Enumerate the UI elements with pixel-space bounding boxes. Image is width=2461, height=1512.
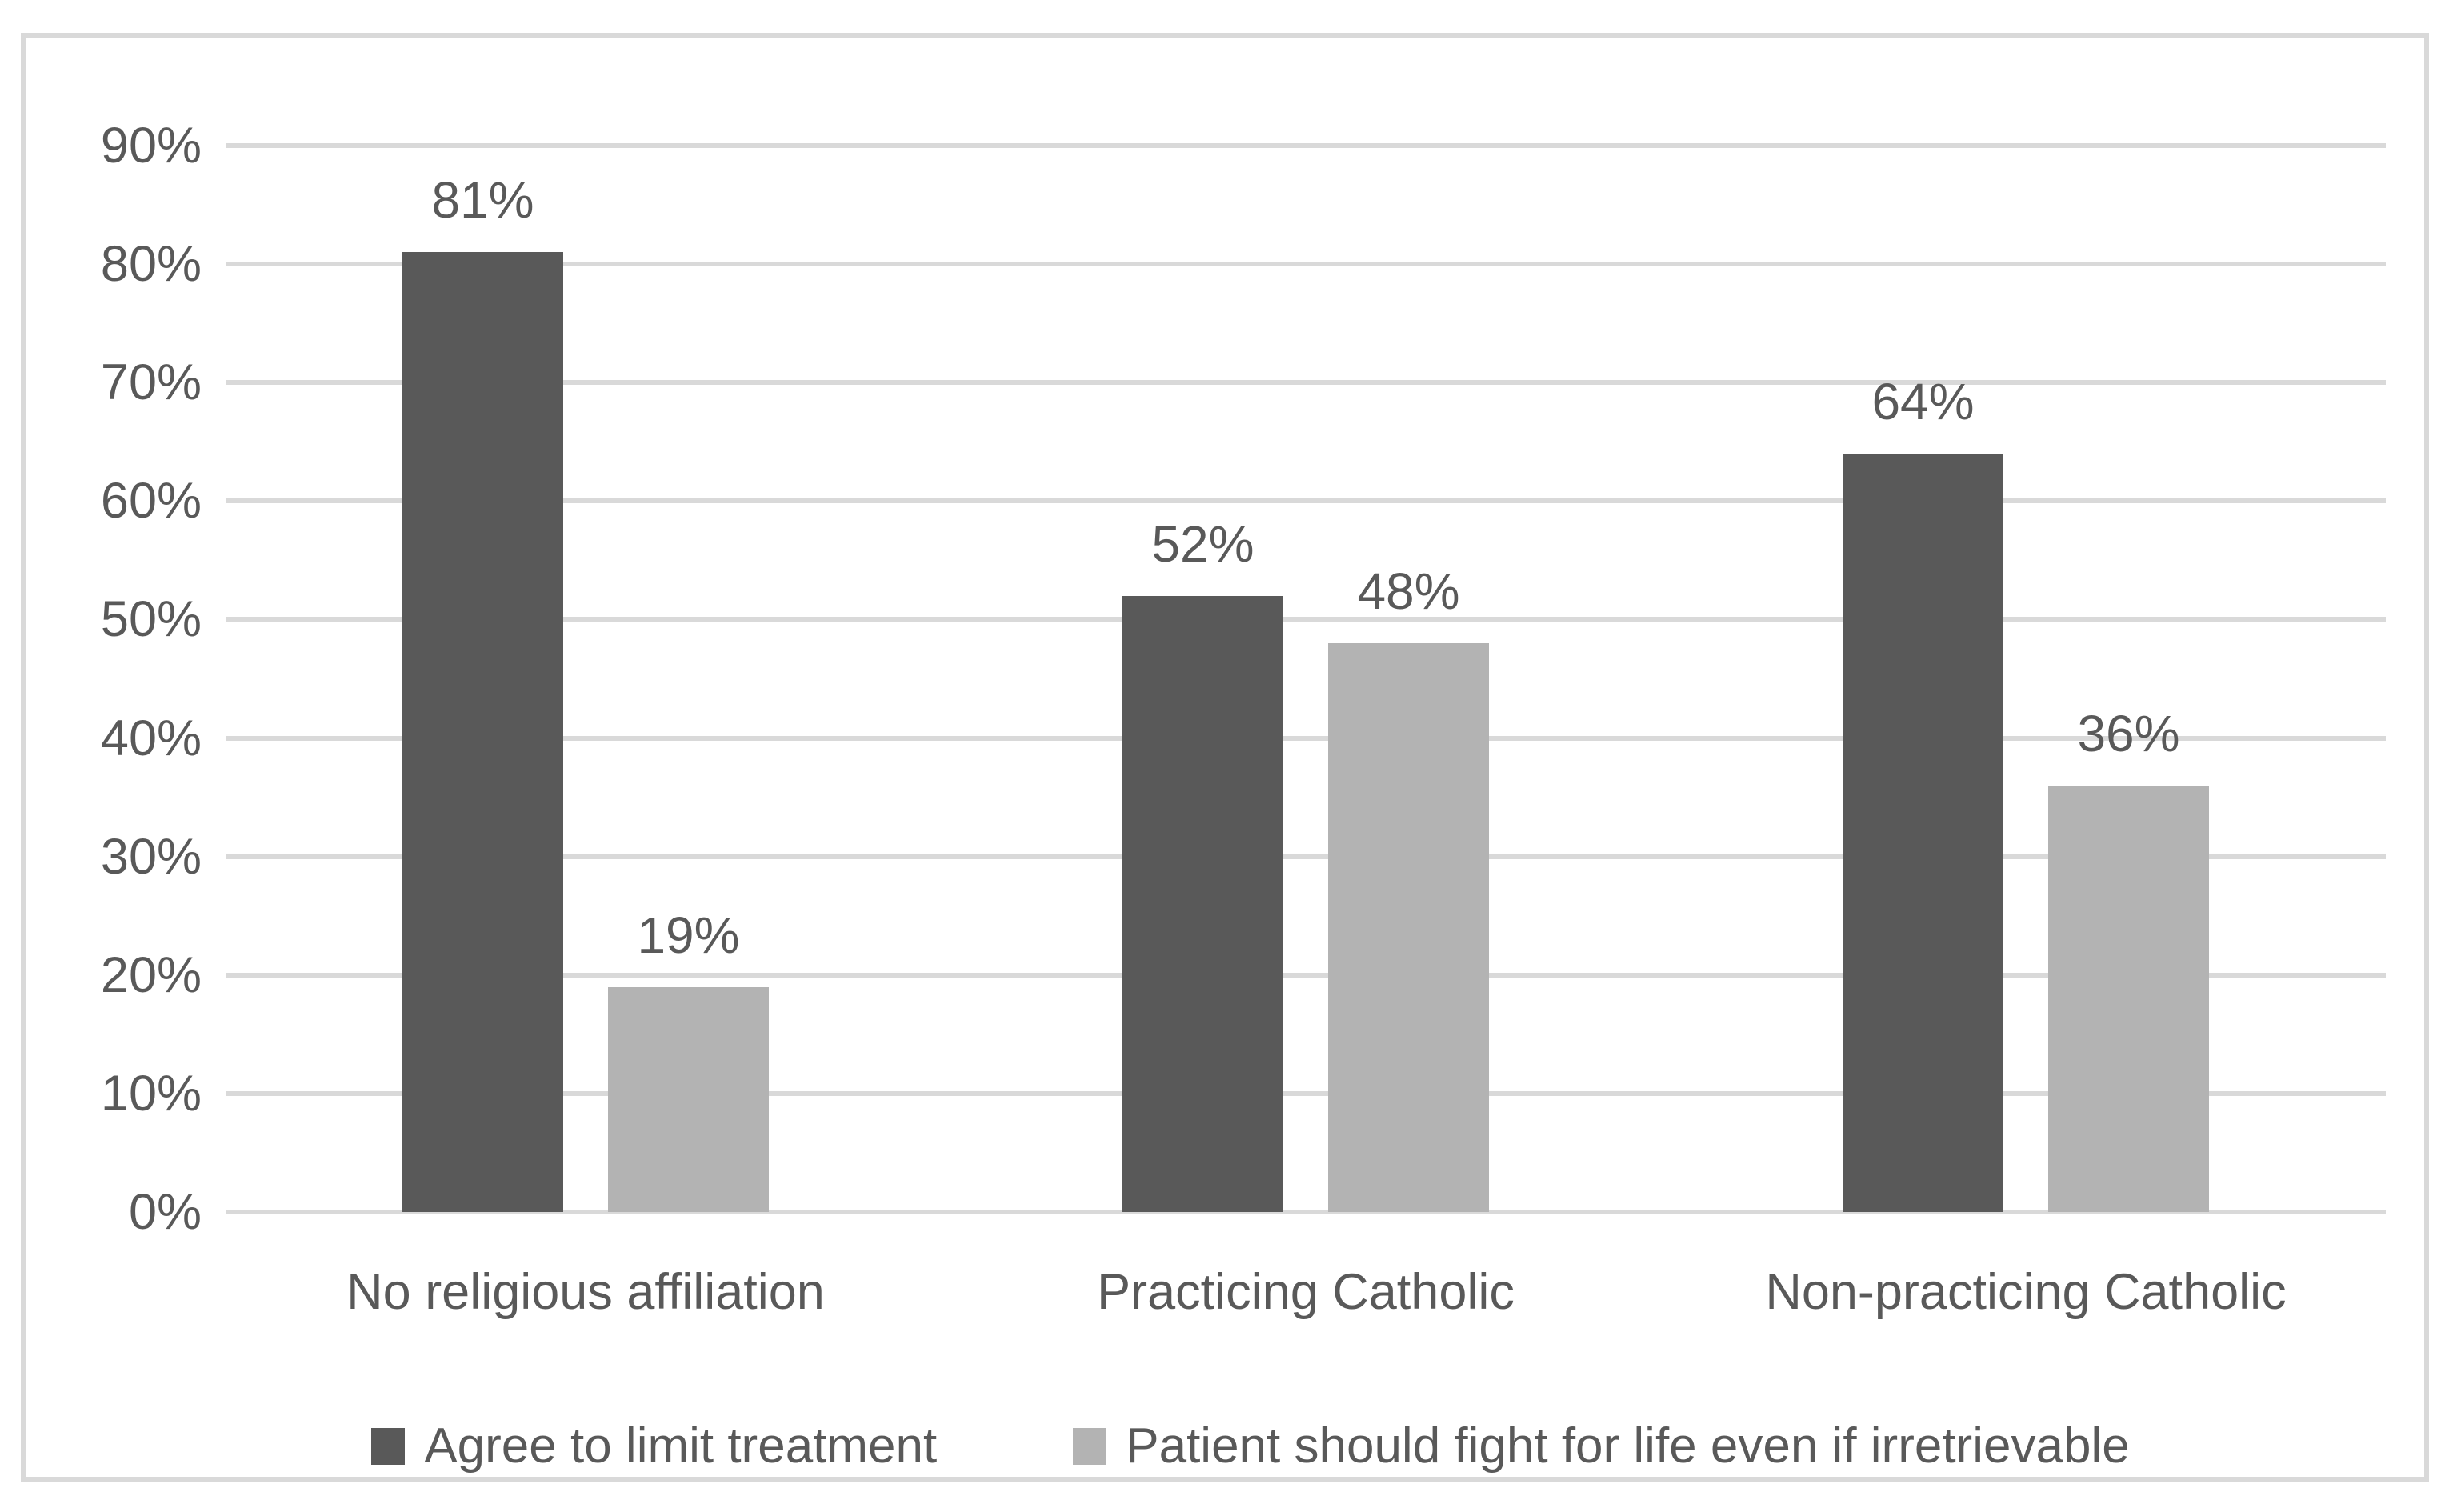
gridline-0% <box>226 1210 2386 1214</box>
legend-item-2: Patient should fight for life even if ir… <box>1073 1418 2130 1474</box>
y-tick-label-0%: 0% <box>128 1184 202 1240</box>
bar-series2-2: 48% <box>1328 562 1489 1212</box>
plot-area: 81% 19% 52% 48% 64% 36% <box>226 143 2386 1214</box>
bar-groups: 81% 19% 52% 48% 64% 36% <box>226 146 2386 1212</box>
bar-series1-1: 81% <box>402 171 563 1212</box>
legend-marker-icon <box>1073 1427 1107 1465</box>
category-label-2: Practicing Catholic <box>1097 1264 1515 1320</box>
y-tick-label-90%: 90% <box>100 118 202 174</box>
data-label-series1-2: 52% <box>1151 514 1255 573</box>
data-label-series2-2: 48% <box>1357 562 1460 621</box>
bar-series1-3: 64% <box>1843 373 2003 1212</box>
bar-group-3: 64% 36% <box>1666 146 2386 1212</box>
gridline-90% <box>226 143 2386 148</box>
category-label-1: No religious affiliation <box>346 1264 825 1320</box>
legend-item-1: Agree to limit treatment <box>371 1418 937 1474</box>
y-tick-label-60%: 60% <box>100 473 202 530</box>
bar-group-2: 52% 48% <box>946 146 1666 1212</box>
bar-series1-2: 52% <box>1122 515 1283 1212</box>
gridline-70% <box>226 380 2386 386</box>
y-tick-label-80%: 80% <box>100 236 202 293</box>
bar-series2-3: 36% <box>2048 705 2209 1212</box>
y-tick-label-40%: 40% <box>100 710 202 766</box>
y-tick-label-10%: 10% <box>100 1065 202 1122</box>
gridline-80% <box>226 262 2386 267</box>
data-label-series1-1: 81% <box>431 171 534 230</box>
data-label-series2-3: 36% <box>2077 704 2180 762</box>
bar-series2-1: 19% <box>608 906 769 1212</box>
gridline-30% <box>226 854 2386 859</box>
y-tick-label-30%: 30% <box>100 828 202 885</box>
gridline-40% <box>226 735 2386 741</box>
legend: Agree to limit treatment Patient should f… <box>46 1400 2455 1492</box>
category-label-3: Non-practicing Catholic <box>1765 1264 2287 1320</box>
data-label-series2-1: 19% <box>637 906 740 964</box>
legend-label-2: Patient should fight for life even if ir… <box>1126 1418 2130 1474</box>
gridline-50% <box>226 617 2386 622</box>
legend-marker-icon <box>371 1427 406 1465</box>
bar-group-1: 81% 19% <box>226 146 946 1212</box>
legend-label-1: Agree to limit treatment <box>424 1418 938 1474</box>
chart-frame: 81% 19% 52% 48% 64% 36% 0% 10% 20% 30% 40% 50% 60% 7… <box>21 33 2429 1482</box>
y-tick-label-50%: 50% <box>100 591 202 648</box>
data-label-series1-3: 64% <box>1871 373 1975 431</box>
gridline-20% <box>226 972 2386 978</box>
y-tick-label-70%: 70% <box>100 354 202 411</box>
x-axis-category-labels: No religious affiliation Practicing Catho… <box>226 1256 2386 1328</box>
y-tick-label-20%: 20% <box>100 946 202 1003</box>
gridline-10% <box>226 1090 2386 1096</box>
gridline-60% <box>226 498 2386 504</box>
